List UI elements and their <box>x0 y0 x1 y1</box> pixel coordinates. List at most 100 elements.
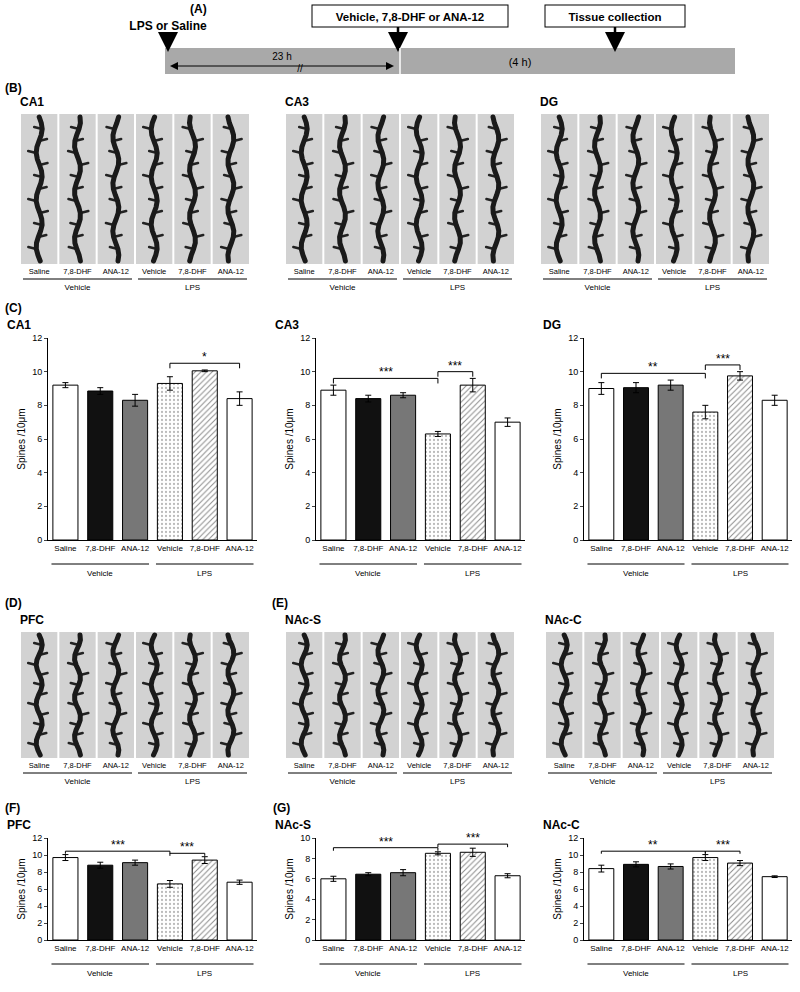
svg-text:NAc-C: NAc-C <box>543 818 580 832</box>
svg-text:CA1: CA1 <box>7 318 31 332</box>
svg-text:(A): (A) <box>190 2 207 16</box>
svg-text:Vehicle: Vehicle <box>623 569 649 578</box>
svg-text:ANA-12: ANA-12 <box>368 761 394 770</box>
svg-text:ANA-12: ANA-12 <box>226 944 255 953</box>
svg-text:8: 8 <box>573 867 578 877</box>
svg-text:**: ** <box>648 360 658 374</box>
svg-text:ANA-12: ANA-12 <box>483 761 509 770</box>
svg-text:2: 2 <box>37 918 42 928</box>
svg-text:NAc-C: NAc-C <box>545 613 582 627</box>
svg-text:10: 10 <box>32 367 42 377</box>
svg-text:0: 0 <box>305 935 310 945</box>
svg-text:7,8-DHF: 7,8-DHF <box>621 544 651 553</box>
svg-text:7,8-DHF: 7,8-DHF <box>178 761 207 770</box>
svg-text:6: 6 <box>37 884 42 894</box>
svg-text:Spines /10μm: Spines /10μm <box>16 858 27 919</box>
svg-text:6: 6 <box>305 874 310 884</box>
svg-text:NAc-S: NAc-S <box>285 613 321 627</box>
svg-text:0: 0 <box>573 535 578 545</box>
svg-text:4: 4 <box>37 468 42 478</box>
svg-text:Vehicle: Vehicle <box>330 283 356 292</box>
svg-text:23 h: 23 h <box>272 51 291 62</box>
svg-text:LPS: LPS <box>185 283 200 292</box>
svg-text:*: * <box>202 350 207 364</box>
svg-text:0: 0 <box>37 935 42 945</box>
svg-text:LPS: LPS <box>185 777 200 786</box>
svg-text:4: 4 <box>305 468 310 478</box>
svg-text:PFC: PFC <box>7 818 31 832</box>
svg-text:Spines /10μm: Spines /10μm <box>284 408 295 469</box>
svg-text:***: *** <box>111 838 125 852</box>
svg-text:LPS: LPS <box>705 283 720 292</box>
svg-text:Saline: Saline <box>29 761 50 770</box>
svg-text:(G): (G) <box>273 801 290 815</box>
svg-text:Vehicle: Vehicle <box>407 761 431 770</box>
svg-text:Saline: Saline <box>29 267 50 276</box>
svg-text:Tissue collection: Tissue collection <box>568 11 661 23</box>
svg-text:CA3: CA3 <box>285 95 309 109</box>
svg-text:2: 2 <box>573 918 578 928</box>
svg-text:ANA-12: ANA-12 <box>761 544 790 553</box>
svg-text:ANA-12: ANA-12 <box>368 267 394 276</box>
svg-text:***: *** <box>448 359 462 373</box>
svg-text:Saline: Saline <box>322 544 345 553</box>
svg-text:CA1: CA1 <box>20 95 44 109</box>
svg-text:ANA-12: ANA-12 <box>103 267 129 276</box>
svg-text:Spines /10μm: Spines /10μm <box>552 408 563 469</box>
svg-text:Vehicle: Vehicle <box>87 569 113 578</box>
svg-text:Vehicle: Vehicle <box>407 267 431 276</box>
svg-text:4: 4 <box>37 901 42 911</box>
svg-text:LPS: LPS <box>733 969 748 978</box>
svg-text://: // <box>297 63 303 74</box>
svg-text:7,8-DHF: 7,8-DHF <box>63 761 92 770</box>
svg-text:7,8-DHF: 7,8-DHF <box>443 267 472 276</box>
svg-text:(E): (E) <box>272 596 288 610</box>
svg-text:Saline: Saline <box>294 761 315 770</box>
svg-text:ANA-12: ANA-12 <box>494 944 523 953</box>
svg-text:7,8-DHF: 7,8-DHF <box>703 761 732 770</box>
svg-text:ANA-12: ANA-12 <box>389 544 418 553</box>
svg-text:Vehicle: Vehicle <box>87 969 113 978</box>
svg-text:ANA-12: ANA-12 <box>121 944 150 953</box>
svg-text:8: 8 <box>305 400 310 410</box>
svg-text:(4 h): (4 h) <box>509 56 532 68</box>
svg-text:ANA-12: ANA-12 <box>738 267 764 276</box>
svg-text:LPS: LPS <box>465 969 480 978</box>
svg-text:Vehicle: Vehicle <box>142 267 166 276</box>
svg-text:***: *** <box>379 835 393 849</box>
svg-text:7,8-DHF: 7,8-DHF <box>588 761 617 770</box>
svg-text:Vehicle: Vehicle <box>65 283 91 292</box>
svg-text:Vehicle: Vehicle <box>585 283 611 292</box>
svg-text:7,8-DHF: 7,8-DHF <box>725 544 755 553</box>
svg-text:DG: DG <box>540 95 558 109</box>
svg-text:**: ** <box>648 838 658 852</box>
svg-text:7,8-DHF: 7,8-DHF <box>190 944 220 953</box>
svg-text:Spines /10μm: Spines /10μm <box>552 858 563 919</box>
svg-text:7,8-DHF: 7,8-DHF <box>328 267 357 276</box>
svg-text:7,8-DHF: 7,8-DHF <box>190 544 220 553</box>
svg-text:(C): (C) <box>5 301 22 315</box>
svg-text:10: 10 <box>300 833 310 843</box>
svg-text:Spines /10μm: Spines /10μm <box>284 858 295 919</box>
svg-text:Saline: Saline <box>322 944 345 953</box>
svg-text:ANA-12: ANA-12 <box>494 544 523 553</box>
svg-text:Vehicle: Vehicle <box>355 569 381 578</box>
svg-text:***: *** <box>716 352 730 366</box>
svg-text:8: 8 <box>573 400 578 410</box>
svg-text:2: 2 <box>305 501 310 511</box>
svg-text:4: 4 <box>573 468 578 478</box>
svg-text:6: 6 <box>573 884 578 894</box>
svg-text:Vehicle: Vehicle <box>157 944 183 953</box>
svg-text:ANA-12: ANA-12 <box>121 544 150 553</box>
svg-text:Vehicle: Vehicle <box>65 777 91 786</box>
svg-text:ANA-12: ANA-12 <box>226 544 255 553</box>
svg-text:6: 6 <box>305 434 310 444</box>
svg-text:(D): (D) <box>5 596 22 610</box>
svg-text:7,8-DHF: 7,8-DHF <box>725 944 755 953</box>
svg-text:Vehicle: Vehicle <box>623 969 649 978</box>
svg-text:Vehicle: Vehicle <box>590 777 616 786</box>
svg-text:LPS: LPS <box>450 777 465 786</box>
svg-text:12: 12 <box>300 333 310 343</box>
svg-text:2: 2 <box>573 501 578 511</box>
svg-text:ANA-12: ANA-12 <box>218 267 244 276</box>
